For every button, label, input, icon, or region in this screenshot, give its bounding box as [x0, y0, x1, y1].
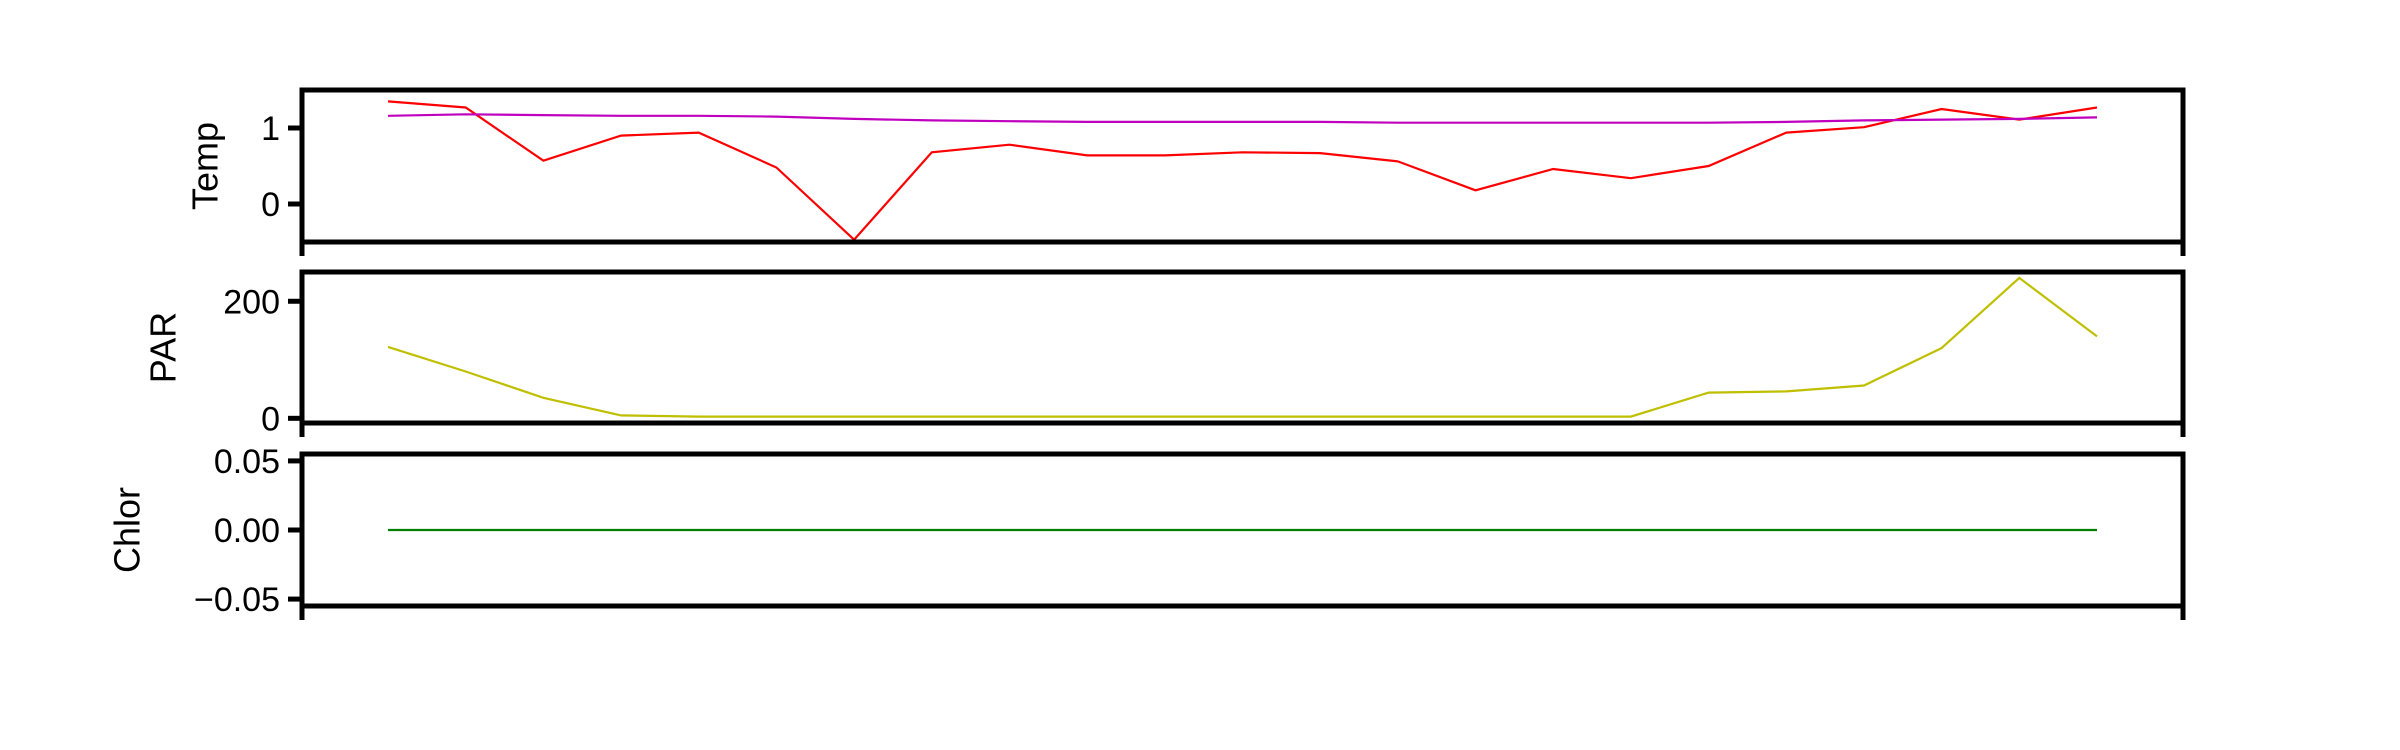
y-tick-label: 200 — [223, 283, 280, 321]
chart-panel-3: 0.05 0.00 −0.05 Chlor — [107, 443, 2186, 620]
y-axis-label: Chlor — [107, 487, 148, 573]
series-line-1-1 — [387, 100, 2098, 242]
plot-frame — [299, 87, 2186, 245]
chart-panel-1: 0 1 Temp — [185, 87, 2186, 256]
y-tick-label: −0.05 — [194, 581, 280, 619]
series-line-1-2 — [387, 113, 2098, 124]
series-line-2-1 — [387, 276, 2098, 418]
y-axis-label: PAR — [143, 312, 184, 383]
chart-panel-2: 0 200 PAR — [143, 269, 2186, 438]
y-tick-label: 0 — [261, 186, 280, 224]
y-tick-label: 0.00 — [214, 512, 280, 550]
plot-frame — [299, 269, 2186, 426]
y-tick-label: 0 — [261, 400, 280, 438]
y-tick-label: 0.05 — [214, 443, 280, 481]
y-axis-label: Temp — [185, 122, 226, 210]
y-tick-label: 1 — [261, 110, 280, 148]
